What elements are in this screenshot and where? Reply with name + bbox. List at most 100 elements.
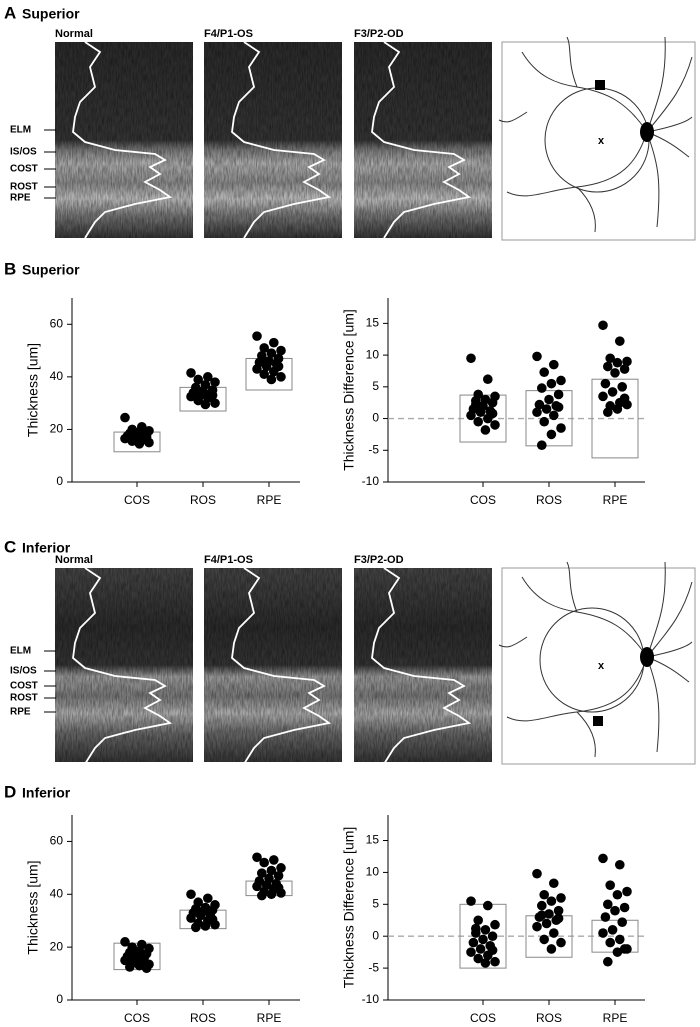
panel-letter: A — [4, 3, 16, 22]
image-label: F3/P2-OD — [354, 554, 404, 566]
layer-label: COST — [10, 164, 38, 175]
oct-noise — [354, 42, 492, 238]
data-point — [603, 407, 613, 418]
data-point — [120, 955, 130, 966]
data-point — [487, 397, 498, 408]
data-point — [546, 378, 557, 389]
y-tick-label: 60 — [50, 316, 64, 330]
data-point — [193, 374, 203, 385]
data-point — [617, 917, 627, 927]
y-tick-label: 60 — [50, 834, 64, 848]
data-point — [539, 416, 549, 427]
range-box — [591, 378, 639, 459]
data-point — [200, 921, 211, 931]
panel-title: Inferior — [22, 785, 71, 801]
image-label: F4/P1-OS — [204, 28, 253, 40]
data-point — [490, 956, 500, 967]
scan-location — [595, 80, 605, 90]
data-point — [607, 925, 618, 935]
data-point — [186, 391, 196, 402]
data-point — [273, 361, 284, 372]
data-point — [619, 393, 630, 404]
y-tick-label: 40 — [50, 369, 64, 383]
data-point — [532, 351, 542, 362]
range-box — [459, 394, 507, 443]
data-point — [276, 863, 286, 873]
data-point — [210, 377, 220, 387]
data-point — [541, 918, 552, 929]
data-point — [615, 336, 625, 346]
panel-letter: B — [4, 259, 16, 278]
data-point — [203, 372, 213, 382]
data-point — [475, 407, 486, 418]
data-point — [605, 880, 615, 890]
y-tick-label: 20 — [50, 939, 64, 953]
data-point — [490, 420, 500, 430]
data-point — [549, 928, 559, 938]
data-point — [537, 900, 547, 911]
image-label: F3/P2-OD — [354, 28, 404, 40]
panel-title: Superior — [22, 262, 80, 278]
data-point — [466, 896, 476, 906]
oct-noise — [354, 568, 492, 762]
x-tick-label: COS — [124, 1011, 150, 1025]
data-point — [473, 416, 484, 427]
data-point — [537, 910, 547, 920]
data-point — [259, 369, 270, 380]
layer-label: IS/OS — [10, 666, 37, 677]
y-tick-label: -5 — [368, 442, 379, 456]
data-point — [273, 882, 284, 893]
panel-title: Superior — [22, 6, 80, 22]
data-point — [532, 407, 542, 418]
data-point — [266, 889, 277, 900]
x-tick-label: COS — [470, 1011, 496, 1025]
fundus-frame — [501, 41, 696, 241]
data-point — [556, 893, 566, 903]
oct-noise — [55, 42, 193, 238]
x-tick-label: RPE — [603, 1011, 628, 1025]
y-tick-label: -10 — [362, 474, 380, 488]
data-point — [471, 399, 481, 410]
data-point — [266, 374, 277, 385]
data-point — [191, 385, 201, 395]
oct-noise — [55, 568, 193, 762]
data-point — [612, 889, 623, 900]
data-point — [556, 937, 566, 948]
data-point — [610, 905, 620, 916]
layer-label: RPE — [10, 193, 31, 204]
data-point — [598, 320, 608, 331]
image-label: Normal — [55, 554, 93, 566]
data-point — [534, 399, 545, 410]
image-label: F4/P1-OS — [204, 554, 253, 566]
data-point — [269, 337, 279, 348]
layer-label: RPE — [10, 707, 31, 718]
data-point — [186, 913, 196, 923]
data-point — [546, 944, 557, 954]
data-point — [120, 937, 130, 947]
layer-label: ROST — [10, 693, 38, 704]
data-point — [466, 353, 476, 364]
data-point — [466, 947, 476, 957]
data-point — [556, 423, 566, 433]
data-point — [273, 870, 284, 881]
data-point — [612, 357, 623, 368]
data-point — [549, 359, 559, 370]
scan-location — [593, 716, 603, 726]
data-point — [615, 859, 625, 870]
data-point — [553, 905, 564, 916]
y-tick-label: 0 — [56, 992, 63, 1006]
layer-label: IS/OS — [10, 147, 37, 158]
data-point — [473, 915, 484, 926]
data-point — [266, 865, 277, 876]
data-point — [471, 923, 481, 934]
data-point — [549, 878, 559, 889]
data-point — [252, 331, 262, 341]
y-axis-label: Thickness [um] — [25, 860, 41, 954]
range-box — [525, 390, 573, 447]
data-point — [257, 890, 267, 901]
data-point — [120, 412, 130, 423]
y-tick-label: 0 — [56, 474, 63, 488]
data-point — [487, 408, 498, 419]
data-point — [252, 364, 262, 374]
data-point — [487, 945, 498, 956]
